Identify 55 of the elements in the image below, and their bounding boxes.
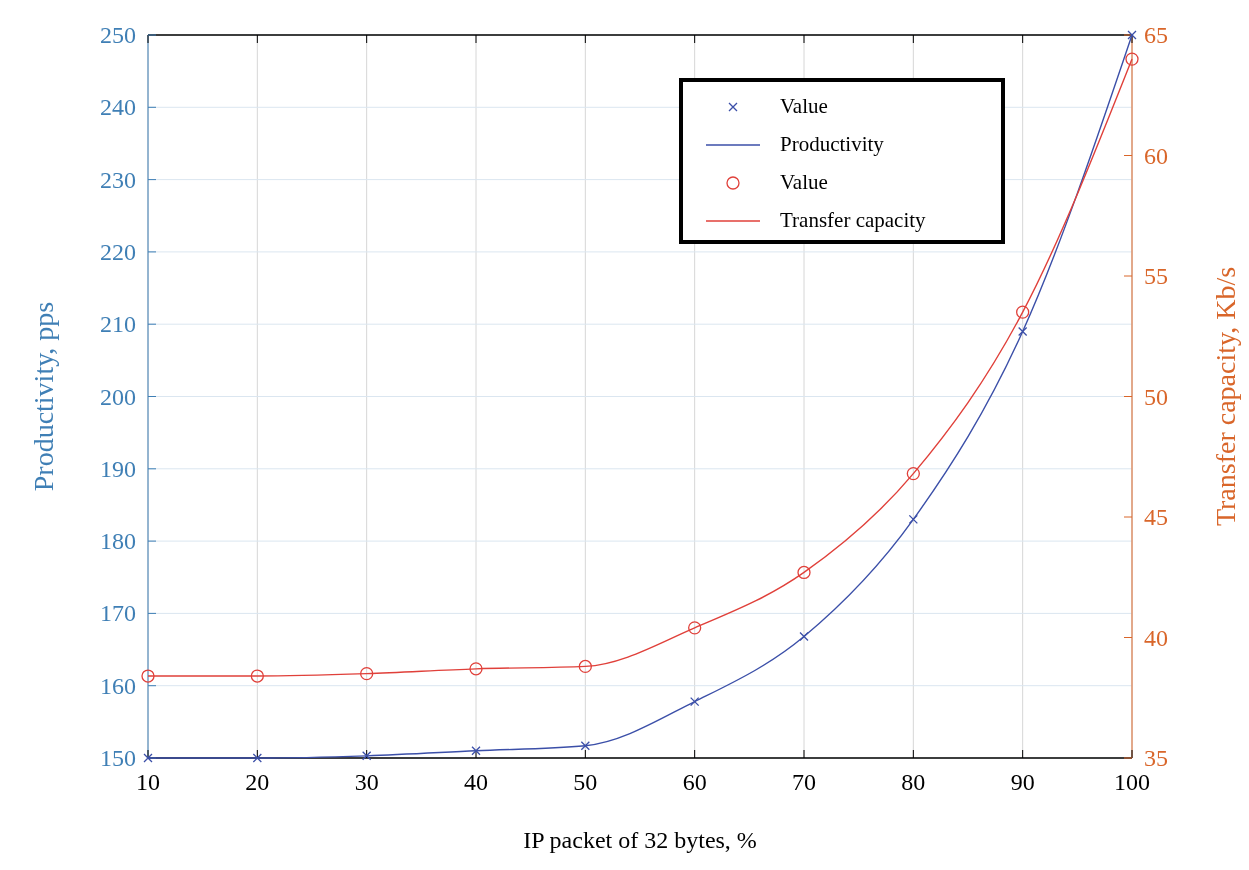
point — [143, 753, 153, 763]
x-tick-label: 80 — [901, 769, 926, 795]
y-tick-label: 200 — [100, 383, 136, 410]
x-tick-label: 50 — [573, 769, 598, 795]
x-tick-label: 30 — [354, 769, 379, 795]
y2-tick-label: 45 — [1144, 504, 1168, 530]
y-tick-label: 170 — [100, 600, 136, 627]
point — [690, 696, 700, 707]
point — [360, 667, 374, 681]
y-axis-title: Productivity, pps — [28, 301, 59, 492]
y-tick-label: 180 — [100, 528, 136, 555]
y-tick-label: 190 — [100, 455, 136, 482]
y-tick-label: 250 — [100, 22, 136, 48]
point — [141, 669, 155, 683]
y2-tick-label: 60 — [1144, 142, 1168, 169]
legend-label: Productivity — [780, 132, 885, 156]
y2-tick-label: 50 — [1144, 383, 1168, 410]
x-tick-label: 40 — [464, 769, 488, 795]
y-tick-label: 150 — [100, 745, 136, 771]
y-tick-label: 230 — [100, 166, 136, 193]
legend-label: Value — [780, 94, 828, 118]
point — [1127, 30, 1137, 40]
y-tick-label: 210 — [100, 311, 136, 338]
point — [1125, 52, 1139, 66]
x-tick-label: 20 — [245, 769, 270, 795]
point — [578, 659, 592, 674]
point — [469, 662, 483, 676]
y2-tick-label: 40 — [1144, 624, 1168, 651]
y-tick-label: 160 — [100, 672, 136, 699]
y2-axis-title: Transfer capacity, Kb/s — [1210, 266, 1241, 527]
legend-label: Transfer capacity — [780, 208, 927, 232]
point — [250, 669, 264, 683]
y-tick-label: 240 — [100, 94, 136, 121]
x-tick-label: 70 — [792, 769, 816, 795]
point — [1018, 326, 1028, 337]
y2-tick-label: 65 — [1144, 22, 1168, 48]
point — [688, 621, 702, 635]
point — [797, 565, 811, 580]
point — [471, 746, 481, 756]
point — [908, 514, 918, 525]
y2-tick-label: 55 — [1144, 263, 1168, 289]
point — [906, 466, 920, 481]
legend-label: Value — [780, 170, 828, 194]
point — [799, 631, 809, 642]
x-tick-label: 90 — [1010, 769, 1035, 795]
x-tick-label: 60 — [682, 769, 707, 795]
point — [252, 753, 262, 763]
point — [580, 741, 590, 751]
x-tick-label: 100 — [1114, 769, 1150, 795]
point — [362, 751, 372, 761]
point — [1016, 305, 1030, 319]
y2-tick-label: 35 — [1144, 745, 1168, 771]
x-tick-label: 10 — [136, 769, 160, 795]
x-axis-title: IP packet of 32 bytes, % — [523, 827, 757, 853]
y-tick-label: 220 — [100, 238, 136, 265]
